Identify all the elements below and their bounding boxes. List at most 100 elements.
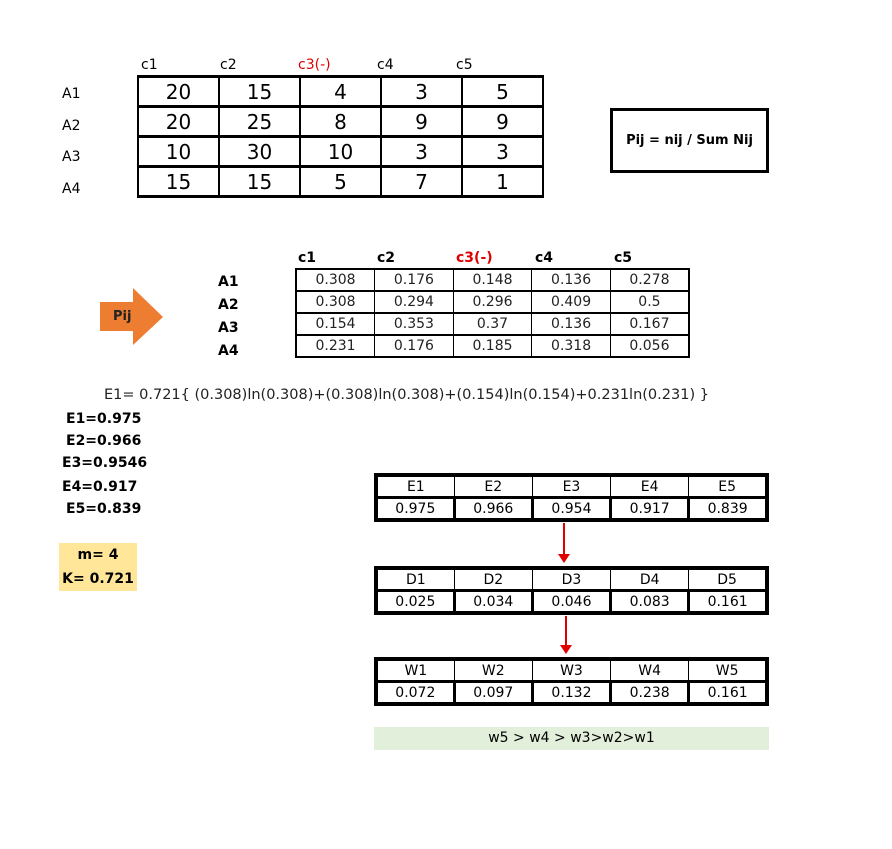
down-arrow-icon (558, 523, 570, 563)
table-row: 10 30 10 3 3 (137, 135, 544, 168)
value-cell: 0.966 (452, 497, 533, 521)
value-cell: 0.238 (609, 681, 690, 705)
value-cell: 0.046 (530, 590, 612, 614)
value-cell: 0.132 (530, 681, 612, 705)
table-row: 0.154 0.353 0.37 0.136 0.167 (295, 312, 690, 336)
table-cell: 10 (137, 135, 220, 168)
header-cell: D5 (688, 567, 768, 592)
col-header: c3(-) (298, 57, 331, 73)
m-constant: m= 4 (77, 547, 119, 563)
table-cell: 15 (137, 165, 220, 198)
row-label: A2 (62, 118, 81, 134)
header-cell: E1 (375, 474, 455, 499)
header-cell: D3 (531, 567, 612, 592)
entropy-item: E2=0.966 (66, 433, 142, 449)
table-cell: 0.294 (374, 290, 454, 314)
table-row: 0.308 0.176 0.148 0.136 0.278 (295, 268, 690, 292)
table-cell: 0.176 (374, 334, 454, 358)
formula-box: Pij = nij / Sum Nij (610, 108, 769, 173)
col-header: c5 (614, 250, 633, 266)
table-cell: 8 (299, 105, 382, 138)
table-cell: 3 (380, 135, 463, 168)
value-cell: 0.025 (375, 590, 455, 614)
header-cell: E5 (688, 474, 768, 499)
header-cell: W2 (453, 658, 533, 683)
table-cell: 0.056 (609, 334, 690, 358)
e1-formula: E1= 0.721{ (0.308)ln(0.308)+(0.308)ln(0.… (104, 387, 709, 403)
col-header: c4 (377, 57, 394, 73)
table-row: 0.231 0.176 0.185 0.318 0.056 (295, 334, 690, 358)
entropy-item: E4=0.917 (62, 479, 138, 495)
row-label: A3 (218, 320, 239, 336)
col-header: c2 (377, 250, 396, 266)
table-cell: 7 (380, 165, 463, 198)
value-cell: 0.917 (609, 497, 690, 521)
table-cell: 9 (380, 105, 463, 138)
header-row: W1 W2 W3 W4 W5 (375, 658, 768, 683)
value-cell: 0.034 (452, 590, 533, 614)
table-row: 15 15 5 7 1 (137, 165, 544, 198)
table-cell: 0.318 (531, 334, 611, 358)
col-header: c1 (141, 57, 158, 73)
table-cell: 9 (461, 105, 544, 138)
table-cell: 20 (137, 105, 220, 138)
value-cell: 0.161 (687, 681, 768, 705)
header-cell: W4 (610, 658, 690, 683)
k-constant: K= 0.721 (62, 571, 134, 587)
value-row: 0.025 0.034 0.046 0.083 0.161 (375, 590, 768, 614)
ranking-bar: w5 > w4 > w3>w2>w1 (374, 727, 769, 750)
table-cell: 3 (380, 75, 463, 108)
col-header: c4 (535, 250, 554, 266)
col-header: c2 (220, 57, 237, 73)
header-cell: D4 (610, 567, 690, 592)
table-cell: 5 (299, 165, 382, 198)
down-arrow-icon (560, 616, 572, 654)
header-cell: D2 (453, 567, 533, 592)
header-cell: E2 (453, 474, 533, 499)
table-cell: 5 (461, 75, 544, 108)
orange-arrow-icon (100, 288, 163, 345)
table-cell: 0.308 (295, 268, 376, 292)
table-cell: 30 (218, 135, 301, 168)
value-cell: 0.839 (687, 497, 768, 521)
header-row: E1 E2 E3 E4 E5 (375, 474, 768, 499)
value-row: 0.975 0.966 0.954 0.917 0.839 (375, 497, 768, 521)
table-cell: 15 (218, 75, 301, 108)
value-cell: 0.083 (609, 590, 690, 614)
header-row: D1 D2 D3 D4 D5 (375, 567, 768, 592)
constants-box: m= 4 K= 0.721 (59, 543, 137, 591)
table-cell: 0.353 (374, 312, 454, 336)
header-cell: E4 (610, 474, 690, 499)
row-label: A2 (218, 297, 239, 313)
row-label: A3 (62, 149, 81, 165)
weight-table: W1 W2 W3 W4 W5 0.072 0.097 0.132 0.238 0.161 (374, 657, 769, 706)
table-cell: 0.296 (452, 290, 533, 314)
table-row: 20 25 8 9 9 (137, 105, 544, 138)
table-cell: 25 (218, 105, 301, 138)
table-cell: 0.278 (609, 268, 690, 292)
table-cell: 3 (461, 135, 544, 168)
entropy-table: E1 E2 E3 E4 E5 0.975 0.966 0.954 0.917 0.839 (374, 473, 769, 522)
header-cell: E3 (531, 474, 612, 499)
entropy-item: E1=0.975 (66, 411, 142, 427)
value-cell: 0.072 (375, 681, 455, 705)
table-cell: 10 (299, 135, 382, 168)
header-cell: W1 (375, 658, 455, 683)
table-cell: 0.136 (531, 312, 611, 336)
divergence-table: D1 D2 D3 D4 D5 0.025 0.034 0.046 0.083 0.161 (374, 566, 769, 615)
row-label: A1 (62, 86, 81, 102)
table-cell: 0.185 (452, 334, 533, 358)
row-label: A1 (218, 274, 239, 290)
header-cell: W3 (531, 658, 612, 683)
value-cell: 0.161 (687, 590, 768, 614)
raw-table: 20 15 4 3 5 20 25 8 9 9 10 30 10 3 3 15 15 5 7 1 (137, 75, 544, 198)
table-cell: 0.231 (295, 334, 376, 358)
table-cell: 0.136 (531, 268, 611, 292)
table-cell: 0.409 (531, 290, 611, 314)
table-row: 0.308 0.294 0.296 0.409 0.5 (295, 290, 690, 314)
col-header: c1 (298, 250, 317, 266)
table-cell: 0.37 (452, 312, 533, 336)
table-cell: 0.308 (295, 290, 376, 314)
table-cell: 0.154 (295, 312, 376, 336)
col-header: c3(-) (456, 250, 493, 266)
